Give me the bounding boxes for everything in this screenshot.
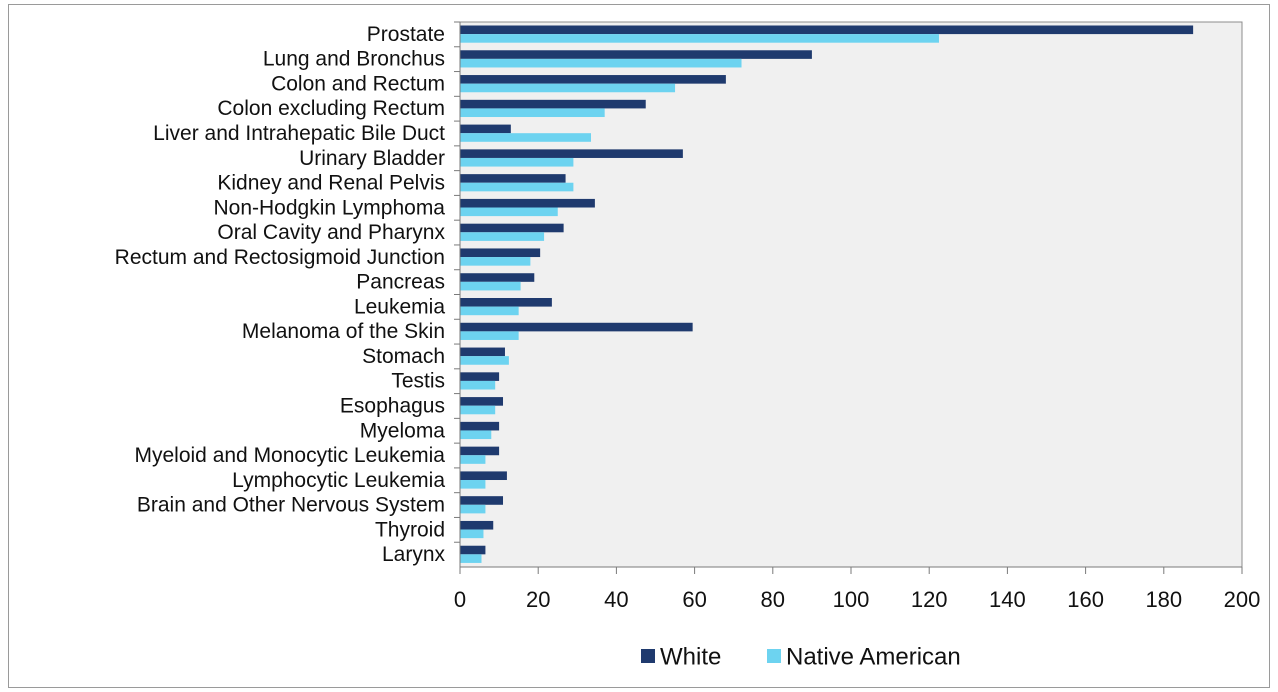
category-label: Brain and Other Nervous System	[137, 494, 445, 517]
category-label: Stomach	[362, 345, 445, 368]
bar-white-0	[460, 25, 1194, 35]
bar-white-1	[460, 50, 812, 59]
category-label: Testis	[391, 370, 445, 393]
category-label: Pancreas	[356, 271, 445, 294]
x-tick-label: 200	[1224, 587, 1261, 612]
bar-native-american-15	[460, 405, 496, 415]
category-label: Liver and Intrahepatic Bile Duct	[153, 122, 445, 145]
bar-white-4	[460, 124, 511, 134]
x-tick-label: 0	[454, 587, 466, 612]
category-label: Lymphocytic Leukemia	[232, 469, 445, 492]
x-tick-label: 140	[989, 587, 1026, 612]
bar-native-american-21	[460, 554, 482, 563]
category-label: Oral Cavity and Pharynx	[217, 221, 445, 244]
bar-white-9	[460, 248, 541, 258]
bar-native-american-4	[460, 133, 591, 142]
bar-native-american-5	[460, 157, 574, 167]
bar-native-american-14	[460, 380, 496, 390]
category-label: Rectum and Rectosigmoid Junction	[115, 246, 445, 269]
bar-white-18	[460, 471, 507, 481]
category-label: Myeloma	[360, 419, 446, 442]
category-label: Leukemia	[354, 295, 445, 318]
bar-native-american-17	[460, 455, 486, 464]
legend-swatch-native-american	[767, 649, 781, 663]
bar-white-20	[460, 520, 494, 530]
bar-native-american-8	[460, 232, 545, 241]
x-tick-label: 60	[682, 587, 706, 612]
chart-frame: Prostate Lung and Bronchus Colon and Rectu…	[8, 4, 1270, 688]
bar-native-american-20	[460, 529, 484, 539]
bar-white-19	[460, 496, 504, 505]
legend: White Native American	[641, 644, 961, 671]
legend-label-native-american: Native American	[786, 644, 961, 671]
category-label: Myeloid and Monocytic Leukemia	[135, 444, 446, 467]
bars-group	[460, 25, 1194, 563]
bar-native-american-9	[460, 257, 531, 266]
category-label: Colon excluding Rectum	[217, 97, 445, 120]
bar-native-american-12	[460, 331, 519, 340]
bar-native-american-3	[460, 108, 605, 118]
legend-swatch-white	[641, 649, 655, 663]
x-tick-label: 80	[761, 587, 785, 612]
bar-native-american-16	[460, 430, 492, 440]
bar-white-17	[460, 446, 500, 456]
x-tick-label: 120	[911, 587, 948, 612]
bar-white-13	[460, 347, 505, 357]
bar-native-american-2	[460, 83, 676, 93]
bar-white-2	[460, 75, 726, 84]
bar-native-american-19	[460, 504, 486, 514]
category-label: Colon and Rectum	[271, 72, 445, 95]
x-tick-label: 40	[604, 587, 628, 612]
bar-white-7	[460, 198, 595, 208]
bar-white-10	[460, 273, 535, 282]
x-axis-ticks: 0 20 40 60 80 100 120 140 160 180 200	[454, 567, 1260, 612]
x-tick-label: 100	[833, 587, 870, 612]
bar-native-american-18	[460, 480, 486, 489]
bar-native-american-13	[460, 356, 509, 365]
bar-native-american-11	[460, 306, 519, 316]
bar-native-american-0	[460, 34, 939, 43]
category-label: Thyroid	[375, 518, 445, 541]
bar-native-american-1	[460, 58, 742, 68]
category-label: Urinary Bladder	[299, 147, 445, 170]
x-tick-label: 180	[1145, 587, 1182, 612]
category-label: Prostate	[367, 23, 445, 46]
category-label: Non-Hodgkin Lymphoma	[213, 196, 445, 219]
bar-native-american-6	[460, 182, 574, 192]
category-label: Kidney and Renal Pelvis	[217, 172, 445, 195]
bar-white-21	[460, 545, 486, 555]
category-label: Esophagus	[340, 394, 445, 417]
category-label: Lung and Bronchus	[263, 48, 445, 71]
category-label: Melanoma of the Skin	[242, 320, 445, 343]
bar-native-american-10	[460, 281, 521, 291]
bar-white-12	[460, 322, 693, 332]
bar-white-14	[460, 372, 500, 381]
bar-white-5	[460, 149, 683, 158]
bar-white-11	[460, 298, 552, 307]
bar-white-16	[460, 421, 500, 431]
category-label: Larynx	[382, 543, 446, 566]
bar-native-american-7	[460, 207, 558, 217]
x-tick-label: 20	[526, 587, 550, 612]
bar-white-6	[460, 174, 566, 183]
bar-white-3	[460, 99, 646, 109]
bar-white-15	[460, 397, 504, 406]
legend-label-white: White	[660, 644, 721, 671]
bar-white-8	[460, 223, 564, 233]
x-tick-label: 160	[1067, 587, 1104, 612]
